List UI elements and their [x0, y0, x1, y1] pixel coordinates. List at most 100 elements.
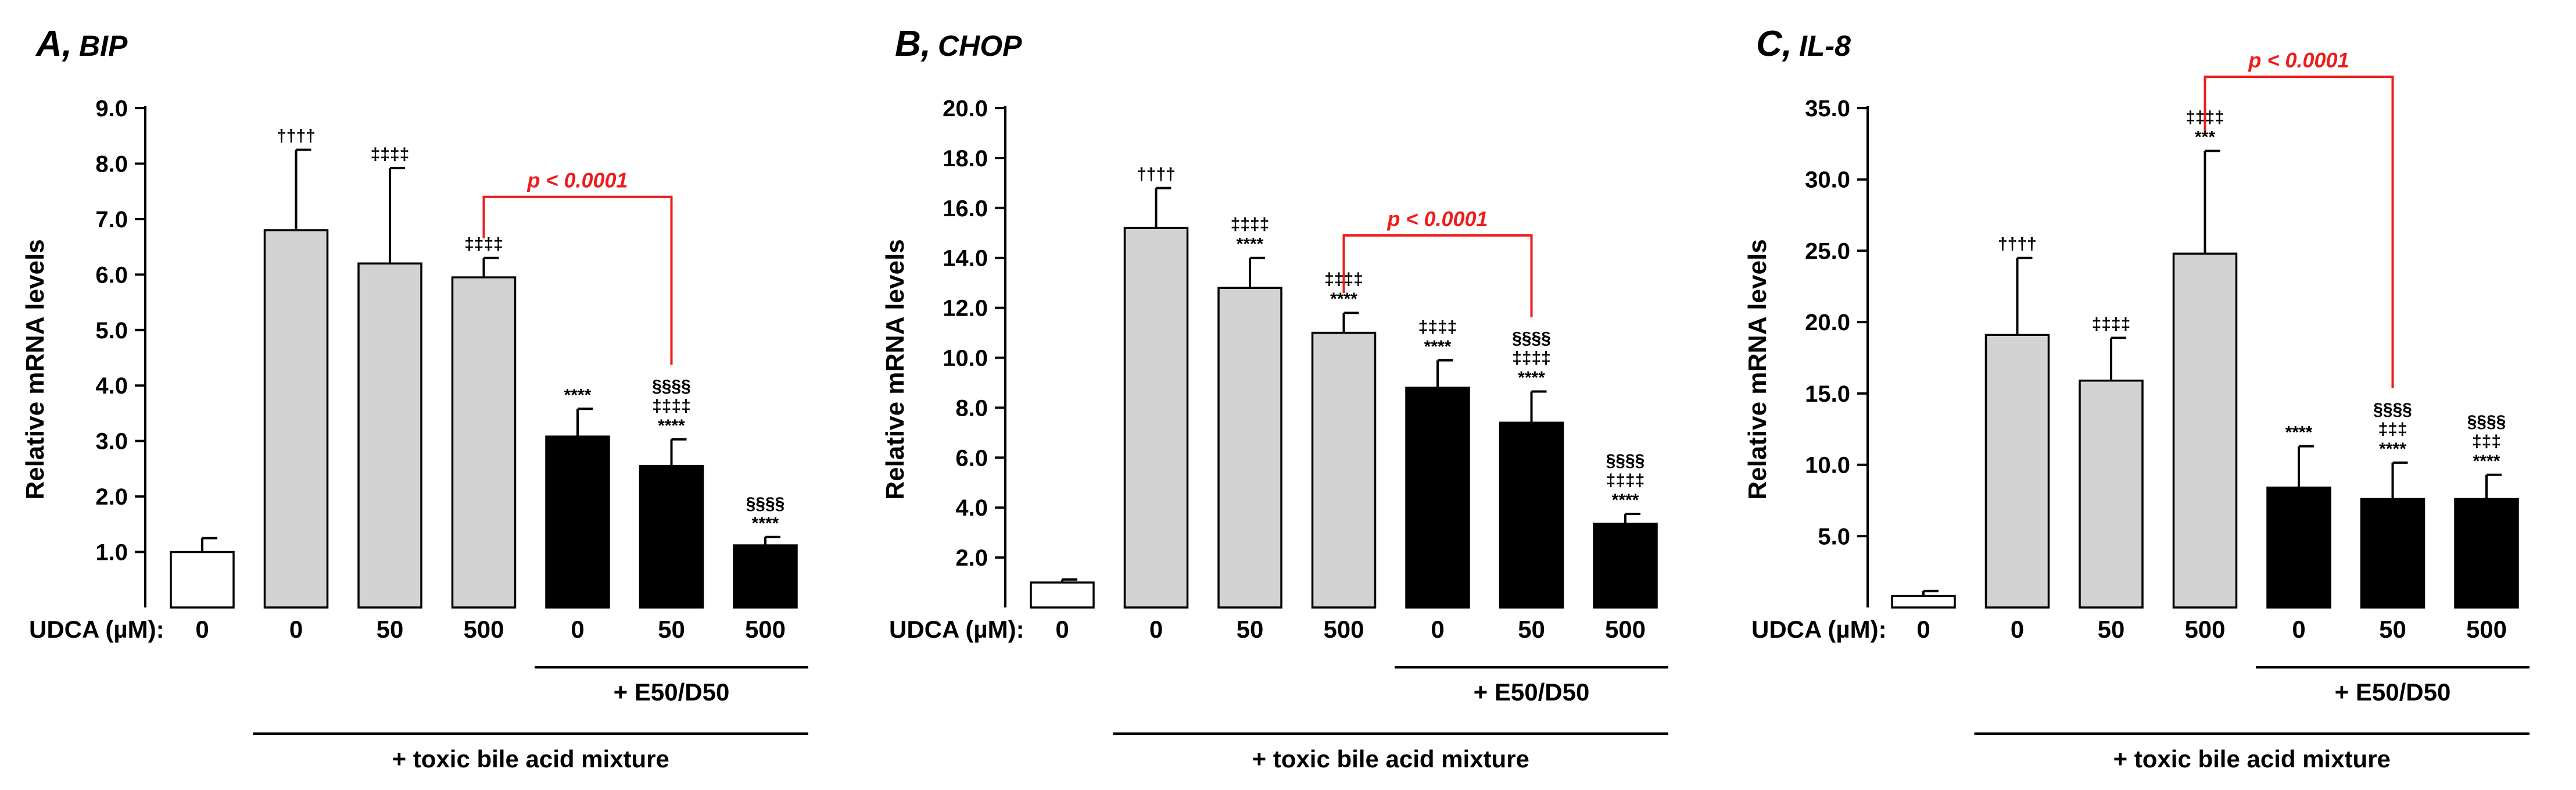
x-tick-label: 0: [2011, 616, 2024, 643]
x-tick-label: 50: [2098, 616, 2125, 643]
x-tick-label: 500: [2184, 616, 2225, 643]
y-tick-label: 6.0: [955, 445, 988, 471]
y-tick-label: 2.0: [95, 484, 128, 510]
significance-label: ††††: [1998, 235, 2037, 254]
panel-letter: B,: [895, 24, 931, 64]
significance-label: ****: [752, 514, 779, 533]
y-tick-label: 5.0: [1818, 524, 1850, 549]
significance-label: §§§§: [746, 494, 785, 513]
y-tick-label: 5.0: [95, 318, 128, 344]
significance-label: §§§§: [2467, 412, 2506, 431]
bar-control: [1030, 581, 1095, 609]
bar-e50d50: [639, 464, 704, 609]
y-tick-label: 35.0: [1805, 96, 1850, 121]
bar-bile_acid: [1123, 227, 1189, 609]
bar-bile_acid: [1311, 331, 1377, 609]
bar-e50d50: [2360, 498, 2425, 609]
y-tick-label: 10.0: [1805, 453, 1850, 478]
x-tick-label: 0: [1055, 616, 1069, 643]
x-tick-label: 0: [1431, 616, 1444, 643]
x-tick-label: 500: [463, 616, 504, 643]
y-tick-label: 4.0: [95, 373, 128, 399]
bar-e50d50: [545, 435, 610, 609]
significance-label: ****: [564, 385, 592, 405]
bar-e50d50: [1405, 387, 1470, 609]
bar-e50d50: [1593, 523, 1658, 609]
y-tick-label: 3.0: [95, 429, 128, 455]
p-value-label: p < 0.0001: [526, 169, 628, 192]
bar-bile_acid: [357, 262, 422, 609]
group-label-e50d50: + E50/D50: [614, 678, 730, 706]
significance-label: ****: [1518, 368, 1545, 387]
y-tick-label: 30.0: [1805, 167, 1850, 193]
x-tick-label: 0: [195, 616, 209, 643]
y-tick-label: 1.0: [95, 540, 128, 566]
significance-label: §§§§: [1606, 451, 1645, 470]
x-tick-label: 0: [1149, 616, 1163, 643]
y-axis-label: Relative mRNA levels: [881, 239, 909, 499]
panel-a: A, BIP Relative mRNA levels 1.0 2.0 3.0 4.0 5.0…: [21, 24, 808, 773]
panel-letter: C,: [1756, 24, 1792, 64]
x-tick-label: 0: [571, 616, 584, 643]
y-tick-label: 8.0: [955, 395, 988, 421]
significance-label: ‡‡‡: [2472, 432, 2501, 451]
group-label-toxic: + toxic bile acid mixture: [1252, 745, 1529, 773]
y-tick-label: 6.0: [95, 262, 128, 288]
y-axis-label: Relative mRNA levels: [21, 239, 49, 499]
panel-gene: CHOP: [938, 30, 1022, 62]
x-tick-label: 500: [745, 616, 786, 643]
bar-e50d50: [1499, 421, 1564, 609]
bar-e50d50: [2454, 498, 2519, 609]
significance-label: ****: [2379, 439, 2406, 459]
significance-label: ****: [1237, 235, 1264, 254]
x-tick-label: 50: [1518, 616, 1545, 643]
x-axis-label: UDCA (µM):: [1751, 616, 1887, 643]
significance-label: ‡‡‡: [2378, 420, 2407, 439]
significance-label: ****: [2473, 452, 2500, 471]
y-tick-label: 8.0: [95, 151, 128, 177]
y-tick-label: 14.0: [943, 246, 988, 271]
y-tick-label: 7.0: [95, 207, 128, 233]
significance-label: ‡‡‡‡: [2092, 314, 2131, 334]
group-label-e50d50: + E50/D50: [2335, 678, 2451, 706]
panel-c: C, IL-8 Relative mRNA levels 5.0 10.0 15.0 20.…: [1743, 24, 2530, 773]
bar-e50d50: [2266, 487, 2331, 609]
p-value-label: p < 0.0001: [2248, 48, 2349, 72]
significance-label: §§§§: [1512, 328, 1551, 348]
y-tick-label: 4.0: [955, 495, 988, 521]
significance-label: §§§§: [2373, 400, 2412, 419]
x-axis-label: UDCA (µM):: [29, 616, 164, 643]
panel-gene: IL-8: [1799, 30, 1851, 62]
x-tick-label: 500: [1323, 616, 1364, 643]
x-tick-label: 500: [2466, 616, 2507, 643]
significance-label: ‡‡‡‡: [1606, 471, 1645, 490]
y-tick-label: 15.0: [1805, 381, 1850, 407]
bar-bile_acid: [1984, 334, 2050, 609]
y-tick-label: 18.0: [943, 146, 988, 171]
panel-title: C, IL-8: [1756, 24, 1851, 64]
x-tick-label: 0: [1916, 616, 1930, 643]
panel-gene: BIP: [79, 30, 128, 62]
y-tick-label: 2.0: [955, 545, 988, 571]
group-label-e50d50: + E50/D50: [1474, 678, 1590, 706]
y-tick-label: 9.0: [95, 96, 128, 121]
x-axis-label: UDCA (µM):: [889, 616, 1024, 643]
significance-label: ‡‡‡‡: [371, 145, 410, 164]
panel-title: A, BIP: [35, 24, 128, 64]
p-value-bracket: [1342, 234, 1533, 317]
significance-label: ‡‡‡‡: [1231, 215, 1270, 234]
p-value-bracket: [2204, 76, 2394, 388]
bar-control: [1891, 595, 1956, 609]
x-tick-label: 50: [658, 616, 685, 643]
y-tick-label: 12.0: [943, 296, 988, 321]
bar-control: [170, 551, 235, 609]
y-tick-label: 20.0: [1805, 310, 1850, 335]
significance-label: ****: [658, 416, 685, 435]
group-label-toxic: + toxic bile acid mixture: [2113, 745, 2391, 773]
p-value-label: p < 0.0001: [1386, 207, 1488, 231]
y-axis-label: Relative mRNA levels: [1743, 239, 1772, 499]
panel-b: B, CHOP Relative mRNA levels 2.0 4.0 6.0 8.0 10…: [881, 24, 1668, 773]
p-value-bracket: [482, 195, 673, 365]
x-tick-label: 50: [1237, 616, 1264, 643]
